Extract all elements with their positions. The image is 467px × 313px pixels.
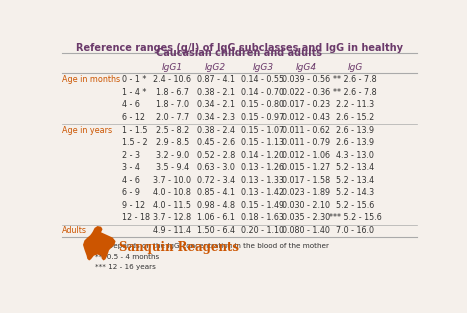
Text: 4.0 - 11.5: 4.0 - 11.5 — [153, 201, 191, 210]
Text: 2.9 - 8.5: 2.9 - 8.5 — [156, 138, 189, 147]
Text: 0.15 - 1.49: 0.15 - 1.49 — [241, 201, 284, 210]
Text: 0.011 - 0.62: 0.011 - 0.62 — [282, 126, 330, 135]
Text: 5.2 - 13.4: 5.2 - 13.4 — [336, 176, 374, 185]
Text: 2.6 - 13.9: 2.6 - 13.9 — [336, 126, 374, 135]
Text: 0.52 - 2.8: 0.52 - 2.8 — [197, 151, 235, 160]
Text: IgG3: IgG3 — [252, 63, 273, 72]
Text: 2.2 - 11.3: 2.2 - 11.3 — [336, 100, 374, 110]
Text: 0.012 - 0.43: 0.012 - 0.43 — [282, 113, 330, 122]
Text: 5.2 - 15.6: 5.2 - 15.6 — [336, 201, 374, 210]
Text: IgG4: IgG4 — [296, 63, 317, 72]
Text: 0.38 - 2.1: 0.38 - 2.1 — [197, 88, 235, 97]
Text: Age in years: Age in years — [62, 126, 112, 135]
Text: 6 - 12: 6 - 12 — [122, 113, 145, 122]
Text: 0.012 - 1.06: 0.012 - 1.06 — [282, 151, 330, 160]
Text: 0.14 - 0.70: 0.14 - 0.70 — [241, 88, 284, 97]
Text: 2.0 - 7.7: 2.0 - 7.7 — [156, 113, 189, 122]
Text: 4.3 - 13.0: 4.3 - 13.0 — [336, 151, 374, 160]
Text: 1 - 1.5: 1 - 1.5 — [122, 126, 147, 135]
Text: 0.080 - 1.40: 0.080 - 1.40 — [283, 226, 330, 235]
Text: 0.030 - 2.10: 0.030 - 2.10 — [282, 201, 330, 210]
Text: 0.72 - 3.4: 0.72 - 3.4 — [197, 176, 235, 185]
Text: ** 2.6 - 7.8: ** 2.6 - 7.8 — [333, 88, 377, 97]
Text: 4 - 6: 4 - 6 — [122, 176, 140, 185]
Text: IgG1: IgG1 — [162, 63, 183, 72]
Text: 0.15 - 1.13: 0.15 - 1.13 — [241, 138, 284, 147]
Text: 3.7 - 12.8: 3.7 - 12.8 — [153, 213, 191, 222]
Text: 4.0 - 10.8: 4.0 - 10.8 — [154, 188, 191, 197]
Text: 3 - 4: 3 - 4 — [122, 163, 140, 172]
Text: 1.50 - 6.4: 1.50 - 6.4 — [197, 226, 235, 235]
Text: 4.9 - 11.4: 4.9 - 11.4 — [153, 226, 191, 235]
Text: 0.18 - 1.63: 0.18 - 1.63 — [241, 213, 284, 222]
Text: 0.039 - 0.56: 0.039 - 0.56 — [282, 75, 330, 85]
Text: 3.2 - 9.0: 3.2 - 9.0 — [156, 151, 189, 160]
Text: 0.13 - 1.42: 0.13 - 1.42 — [241, 188, 284, 197]
Text: 1.8 - 7.0: 1.8 - 7.0 — [156, 100, 189, 110]
Text: 0.87 - 4.1: 0.87 - 4.1 — [197, 75, 235, 85]
Text: 0.85 - 4.1: 0.85 - 4.1 — [197, 188, 235, 197]
Text: 0.017 - 1.58: 0.017 - 1.58 — [282, 176, 330, 185]
Text: 0.017 - 0.23: 0.017 - 0.23 — [282, 100, 330, 110]
Text: 0.15 - 0.97: 0.15 - 0.97 — [241, 113, 284, 122]
Text: *** 5.2 - 15.6: *** 5.2 - 15.6 — [329, 213, 382, 222]
Text: Sanquin Reagents: Sanquin Reagents — [119, 241, 239, 254]
Text: 1.8 - 6.7: 1.8 - 6.7 — [156, 88, 189, 97]
Text: 9 - 12: 9 - 12 — [122, 201, 145, 210]
Text: 0.38 - 2.4: 0.38 - 2.4 — [197, 126, 235, 135]
Text: 0.98 - 4.8: 0.98 - 4.8 — [197, 201, 235, 210]
Text: 7.0 - 16.0: 7.0 - 16.0 — [336, 226, 374, 235]
Text: 0.45 - 2.6: 0.45 - 2.6 — [197, 138, 235, 147]
Text: 0.13 - 1.33: 0.13 - 1.33 — [241, 176, 284, 185]
Text: Age in months: Age in months — [62, 75, 120, 85]
Text: 1.06 - 6.1: 1.06 - 6.1 — [197, 213, 235, 222]
Text: 5.2 - 13.4: 5.2 - 13.4 — [336, 163, 374, 172]
Text: 2.6 - 15.2: 2.6 - 15.2 — [336, 113, 374, 122]
Text: Reference ranges (g/l) of IgG subclasses and IgG in healthy: Reference ranges (g/l) of IgG subclasses… — [76, 43, 403, 53]
Text: **  0.5 - 4 months: ** 0.5 - 4 months — [94, 254, 159, 259]
Text: Caucasian children and adults: Caucasian children and adults — [156, 48, 322, 58]
Text: 0.035 - 2.30: 0.035 - 2.30 — [282, 213, 330, 222]
Text: 0.63 - 3.0: 0.63 - 3.0 — [197, 163, 235, 172]
Text: 2.5 - 8.2: 2.5 - 8.2 — [156, 126, 189, 135]
Text: 0.34 - 2.3: 0.34 - 2.3 — [197, 113, 235, 122]
Text: ** 2.6 - 7.8: ** 2.6 - 7.8 — [333, 75, 377, 85]
Text: 12 - 18: 12 - 18 — [122, 213, 150, 222]
Text: 0.15 - 0.80: 0.15 - 0.80 — [241, 100, 284, 110]
Text: 0.023 - 1.89: 0.023 - 1.89 — [282, 188, 330, 197]
Text: 4 - 6: 4 - 6 — [122, 100, 140, 110]
Text: 0.14 - 0.55: 0.14 - 0.55 — [241, 75, 284, 85]
Text: 0.011 - 0.79: 0.011 - 0.79 — [282, 138, 330, 147]
Text: 6 - 9: 6 - 9 — [122, 188, 140, 197]
Text: 0.015 - 1.27: 0.015 - 1.27 — [282, 163, 331, 172]
Text: Adults: Adults — [62, 226, 87, 235]
Text: 2 - 3: 2 - 3 — [122, 151, 140, 160]
Text: 0.20 - 1.10: 0.20 - 1.10 — [241, 226, 284, 235]
Text: 3.5 - 9.4: 3.5 - 9.4 — [156, 163, 189, 172]
Text: 2.6 - 13.9: 2.6 - 13.9 — [336, 138, 374, 147]
Text: 1 - 4 *: 1 - 4 * — [122, 88, 146, 97]
Text: 0.34 - 2.1: 0.34 - 2.1 — [197, 100, 235, 110]
Text: 1.5 - 2: 1.5 - 2 — [122, 138, 147, 147]
Text: 0.13 - 1.26: 0.13 - 1.26 — [241, 163, 284, 172]
Text: 0 - 1 *: 0 - 1 * — [122, 75, 146, 85]
Text: *** 12 - 16 years: *** 12 - 16 years — [94, 264, 156, 270]
Text: 2.4 - 10.6: 2.4 - 10.6 — [153, 75, 191, 85]
Text: IgG2: IgG2 — [205, 63, 226, 72]
Text: 0.15 - 1.07: 0.15 - 1.07 — [241, 126, 284, 135]
Text: 0.14 - 1.20: 0.14 - 1.20 — [241, 151, 284, 160]
Text: 3.7 - 10.0: 3.7 - 10.0 — [153, 176, 191, 185]
Text: 0.022 - 0.36: 0.022 - 0.36 — [282, 88, 330, 97]
Text: 5.2 - 14.3: 5.2 - 14.3 — [336, 188, 374, 197]
Text: IgG: IgG — [347, 63, 363, 72]
Text: *    Depends on the IgG-concentration in the blood of the mother: * Depends on the IgG-concentration in th… — [94, 243, 329, 249]
Polygon shape — [83, 226, 115, 260]
